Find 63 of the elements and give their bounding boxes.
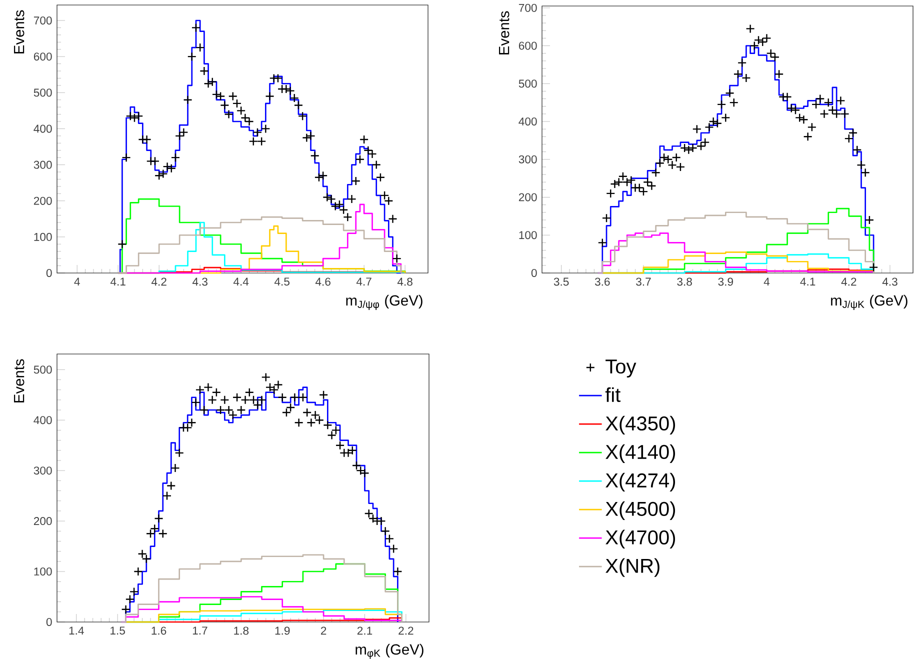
x-tick-label: 1.7 (192, 626, 208, 634)
y-tick-label: 700 (518, 4, 537, 12)
x-tick-label: 3.6 (594, 278, 610, 286)
x-tick-label: 4.2 (151, 278, 166, 286)
x-tick-label: 4.1 (800, 278, 816, 286)
x-tick-label: 4 (764, 278, 770, 286)
x-tick-label: 4.1 (110, 278, 126, 286)
x-tick-label: 3.9 (718, 278, 733, 286)
x-tick-label: 1.8 (234, 626, 249, 635)
y-tick-label: 500 (518, 80, 537, 88)
x-tick-label: 4.6 (315, 278, 330, 286)
legend-label: X(4500) (606, 501, 676, 520)
x-tick-label: 4.3 (882, 278, 898, 286)
x-tick-label: 1.6 (152, 626, 166, 635)
x-tick-label: 4.4 (233, 278, 249, 286)
y-tick-label: 400 (518, 117, 537, 126)
x-tick-label: 4.5 (274, 278, 290, 286)
legend-label: X(4274) (606, 472, 676, 492)
y-tick-label: 100 (519, 231, 537, 240)
y-tick-label: 100 (34, 568, 52, 576)
y-axis-title: Events (14, 359, 24, 402)
x-tick-label: 4.3 (192, 278, 208, 286)
legend-label: X(4350) (606, 416, 676, 434)
x-tick-label: 2.1 (357, 626, 372, 635)
legend-label: X(4140) (606, 444, 676, 463)
y-tick-label: 200 (34, 196, 52, 205)
x-tick-label: 3.7 (636, 278, 651, 286)
x-tick-label: 3.8 (677, 278, 692, 286)
y-tick-label: 200 (34, 517, 52, 526)
y-tick-label: 300 (34, 466, 52, 475)
x-tick-label: 1.4 (69, 626, 84, 634)
y-tick-label: 600 (518, 42, 537, 50)
y-tick-label: 500 (34, 88, 52, 97)
x-axis-title: m$_{φK}$ (GeV) (356, 644, 424, 659)
y-tick-label: 700 (34, 16, 52, 25)
x-tick-label: 3.5 (554, 278, 569, 286)
x-tick-label: 2 (320, 626, 326, 635)
y-tick-label: 600 (34, 52, 52, 61)
x-tick-label: 1.5 (110, 626, 125, 635)
y-tick-label: 300 (518, 155, 537, 164)
y-tick-label: 400 (34, 124, 52, 133)
x-axis-title: m$_{J/ψφ}$ (GeV) (346, 294, 422, 310)
y-tick-label: 400 (34, 416, 52, 424)
y-axis-title: Events (499, 11, 510, 54)
x-axis-title: m$_{J/ψK}$ (GeV) (831, 294, 908, 310)
x-tick-label: 1.9 (275, 626, 290, 635)
y-tick-label: 200 (518, 193, 537, 202)
y-tick-label: 300 (34, 160, 52, 169)
legend-label: X(4700) (606, 530, 676, 548)
legend-label: Toy (606, 360, 636, 378)
x-tick-label: 4.2 (841, 278, 856, 286)
y-tick-label: 0 (531, 268, 537, 277)
legend-label: fit (605, 387, 621, 402)
x-tick-label: 2.2 (398, 626, 414, 635)
y-tick-label: 0 (46, 268, 52, 277)
y-tick-label: 500 (34, 366, 52, 374)
x-tick-label: 4.7 (356, 278, 372, 286)
y-tick-label: 100 (34, 232, 52, 241)
x-tick-label: 4 (74, 278, 80, 286)
y-tick-label: 0 (46, 618, 52, 626)
legend-label: X(NR) (606, 558, 660, 577)
y-axis-title: Events (14, 10, 24, 54)
x-tick-label: 4.8 (397, 278, 412, 286)
